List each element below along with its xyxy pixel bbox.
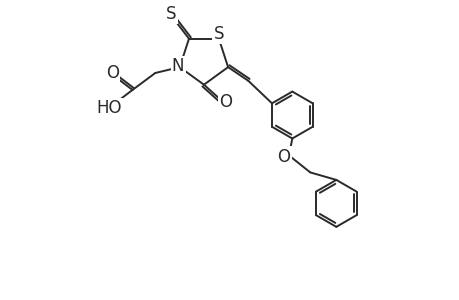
Text: O: O — [277, 148, 290, 166]
Text: S: S — [213, 25, 224, 43]
Text: HO: HO — [96, 99, 121, 117]
Text: S: S — [166, 5, 176, 23]
Text: O: O — [219, 93, 232, 111]
Text: O: O — [106, 64, 119, 82]
Text: N: N — [172, 58, 184, 76]
